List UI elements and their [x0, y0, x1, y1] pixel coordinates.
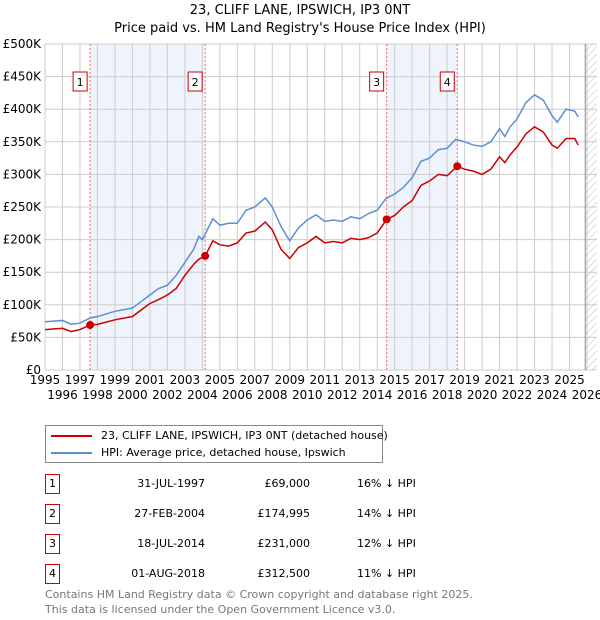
y-tick-label: £300K: [3, 167, 43, 181]
x-tick-label: 2012: [327, 388, 358, 402]
sale-hpi-diff: 11% ↓ HPI: [357, 567, 416, 580]
series-line: [44, 125, 579, 333]
x-tick-label: 2014: [362, 388, 393, 402]
x-tick-label: 2016: [397, 388, 428, 402]
series-line: [44, 93, 579, 326]
table-row: 3 18-JUL-2014 £231,000 12% ↓ HPI: [45, 534, 445, 554]
x-tick-label: 2005: [205, 373, 236, 387]
sale-price: £69,000: [264, 477, 311, 490]
x-tick-label: 2025: [554, 373, 585, 387]
x-tick-label: 1998: [82, 388, 113, 402]
plot-area: £0 £50K £100K £150K £200K £250K £300K £350K £400…: [3, 37, 600, 402]
x-tick-label: 2011: [309, 373, 340, 387]
sale-date: 31-JUL-1997: [137, 477, 205, 490]
legend: 23, CLIFF LANE, IPSWICH, IP3 0NT (detach…: [45, 425, 388, 463]
y-tick-label: £400K: [3, 102, 43, 116]
x-tick-label: 2015: [379, 373, 410, 387]
sale-point: [86, 321, 95, 330]
table-row: 4 01-AUG-2018 £312,500 11% ↓ HPI: [45, 564, 445, 584]
footer-licence: This data is licensed under the Open Gov…: [45, 603, 396, 616]
sale-price: £312,500: [257, 567, 311, 580]
x-tick-label: 2004: [187, 388, 218, 402]
x-tick-label: 2021: [484, 373, 515, 387]
y-tick-label: £50K: [10, 330, 42, 344]
table-row: 2 27-FEB-2004 £174,995 14% ↓ HPI: [45, 504, 445, 524]
sale-point: [382, 215, 391, 224]
y-tick-label: £0: [26, 363, 41, 377]
sale-number: 3: [45, 534, 60, 554]
sale-hpi-diff: 16% ↓ HPI: [357, 477, 416, 490]
x-tick-label: 2010: [292, 388, 323, 402]
sale-label-box: [439, 71, 455, 92]
y-tick-label: £450K: [3, 70, 43, 84]
sale-price: £231,000: [257, 537, 311, 550]
x-tick-label: 2023: [519, 373, 550, 387]
y-tick-label: £500K: [3, 37, 43, 51]
legend-label-property: 23, CLIFF LANE, IPSWICH, IP3 0NT (detach…: [101, 429, 388, 442]
x-tick-label: 2000: [117, 388, 148, 402]
sale-label-box: [72, 71, 88, 92]
forecast-hatch: [585, 44, 597, 370]
footer-copyright: Contains HM Land Registry data © Crown c…: [45, 588, 473, 601]
sale-label: 2: [192, 76, 199, 89]
x-tick-label: 2018: [432, 388, 463, 402]
x-tick-label: 2009: [275, 373, 306, 387]
table-row: 1 31-JUL-1997 £69,000 16% ↓ HPI: [45, 474, 445, 494]
x-tick-label: 2020: [467, 388, 498, 402]
x-tick-label: 2006: [222, 388, 253, 402]
legend-red-line: [51, 434, 92, 437]
y-tick-label: £100K: [3, 298, 43, 312]
y-tick-label: £250K: [3, 200, 43, 214]
x-tick-label: 2008: [257, 388, 288, 402]
x-tick-label: 1996: [47, 388, 78, 402]
x-tick-label: 2019: [449, 373, 480, 387]
x-tick-label: 1999: [100, 373, 131, 387]
y-tick-label: £150K: [3, 265, 43, 279]
x-tick-label: 2024: [537, 388, 568, 402]
x-tick-label: 2001: [135, 373, 166, 387]
sale-number: 4: [45, 564, 60, 584]
sale-label: 3: [373, 76, 380, 89]
sale-price: £174,995: [257, 507, 311, 520]
chart-title: 23, CLIFF LANE, IPSWICH, IP3 0NT: [189, 3, 411, 18]
y-tick-label: £350K: [3, 135, 43, 149]
sale-label-box: [187, 71, 203, 92]
x-tick-label: 2007: [240, 373, 271, 387]
sale-label: 1: [77, 76, 84, 89]
y-tick-label: £200K: [3, 233, 43, 247]
x-tick-label: 1995: [30, 373, 61, 387]
x-tick-label: 1997: [65, 373, 96, 387]
sale-hpi-diff: 14% ↓ HPI: [357, 507, 416, 520]
sale-label: 4: [444, 76, 451, 89]
chart-subtitle: Price paid vs. HM Land Registry's House …: [114, 21, 486, 36]
legend-label-hpi: HPI: Average price, detached house, Ipsw…: [101, 446, 346, 459]
sale-label-box: [369, 71, 385, 92]
x-tick-label: 2022: [502, 388, 533, 402]
x-tick-label: 2017: [414, 373, 445, 387]
x-tick-label: 2013: [344, 373, 375, 387]
legend-blue-line: [51, 451, 92, 454]
x-tick-label: 2003: [170, 373, 201, 387]
sale-point: [453, 162, 462, 171]
sale-number: 2: [45, 504, 60, 524]
sale-date: 01-AUG-2018: [131, 567, 205, 580]
x-tick-label: 2002: [152, 388, 183, 402]
sale-date: 27-FEB-2004: [134, 507, 205, 520]
sale-point: [201, 251, 210, 260]
sale-date: 18-JUL-2014: [137, 537, 205, 550]
sale-hpi-diff: 12% ↓ HPI: [357, 537, 416, 550]
x-tick-label: 2026: [572, 388, 600, 402]
sale-number: 1: [45, 474, 60, 494]
